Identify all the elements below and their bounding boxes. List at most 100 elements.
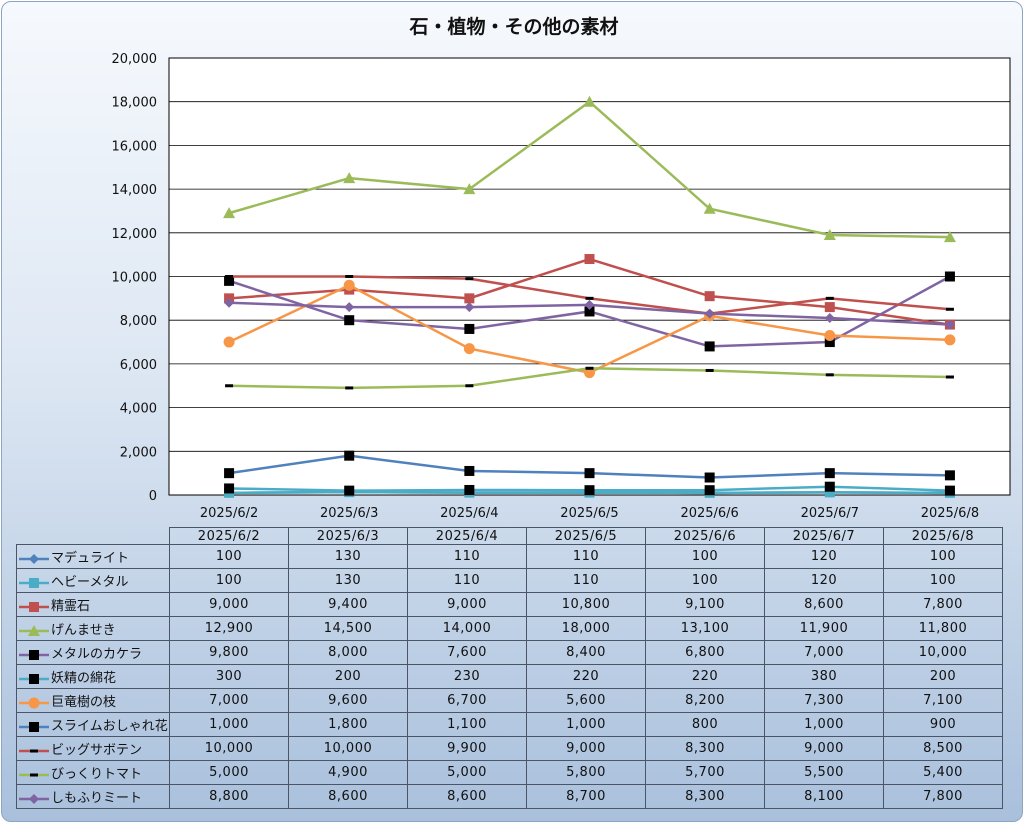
table-row: びっくりトマト 5,000 4,900 5,000 5,800 5,700 5,500 5,4…: [16, 760, 1003, 785]
table-cell: 900: [883, 712, 1003, 737]
table-cell: 8,300: [645, 784, 765, 809]
data-point: [224, 468, 235, 479]
series-6: [224, 481, 955, 496]
x-tick-label: 2025/6/3: [320, 506, 378, 521]
table-row: スライムおしゃれ花 1,000 1,800 1,100 1,000 800 1,000 900: [16, 712, 1003, 737]
table-cell: 18,000: [526, 616, 646, 641]
data-point: [464, 465, 475, 476]
data-point: [943, 231, 956, 243]
y-tick-label: 16,000: [112, 139, 158, 154]
series-legend-cell: スライムおしゃれ花: [16, 712, 170, 737]
data-point: [345, 275, 354, 278]
table-cell: 8,300: [645, 736, 765, 761]
legend-key: [19, 773, 49, 776]
series-name: ヘビーメタル: [51, 575, 129, 590]
table-column-header: 2025/6/5: [526, 527, 646, 545]
legend-marker: [29, 673, 39, 684]
table-cell: 110: [526, 544, 646, 569]
legend-marker: [30, 773, 38, 776]
data-point: [825, 373, 834, 377]
table-row: げんませき 12,900 14,500 14,000 18,000 13,100 11,90…: [16, 616, 1003, 641]
series-8: [224, 450, 955, 483]
table-cell: 110: [407, 544, 527, 569]
table-cell: 6,700: [407, 688, 527, 713]
table-cell: 8,000: [288, 640, 408, 665]
table-cell: 7,000: [764, 640, 884, 665]
table-cell: 800: [645, 712, 765, 737]
data-point: [705, 368, 714, 372]
legend-marker: [29, 553, 39, 564]
table-cell: 220: [645, 664, 765, 689]
series-legend-cell: マデュライト: [16, 544, 170, 569]
table-cell: 5,500: [764, 760, 884, 785]
series-5: [224, 271, 955, 352]
data-point: [344, 450, 355, 461]
series-name: びっくりトマト: [51, 767, 143, 782]
table-cell: 1,000: [764, 712, 884, 737]
table-row: ビッグサボテン 10,000 10,000 9,900 9,000 8,300 9,000 8…: [16, 736, 1003, 761]
data-point: [704, 291, 715, 302]
table-cell: 7,600: [407, 640, 527, 665]
table-column-header: 2025/6/3: [288, 527, 408, 545]
data-point: [344, 302, 355, 313]
y-tick-label: 12,000: [112, 227, 158, 242]
table-cell: 14,500: [288, 616, 408, 641]
data-point: [823, 228, 836, 240]
legend-marker: [29, 577, 39, 588]
table-cell: 110: [407, 568, 527, 593]
table-cell: 13,100: [645, 616, 765, 641]
series-name: 巨竜樹の枝: [51, 695, 117, 710]
x-tick-label: 2025/6/7: [801, 506, 859, 521]
chart-title: 石・植物・その他の素材: [409, 16, 619, 38]
data-point: [223, 336, 235, 348]
line-chart: 0 2,000 4,000 6,000 8,000 10,000 12,000 14,000 1…: [112, 52, 1011, 521]
table-cell: 1,100: [407, 712, 527, 737]
table-cell: 10,000: [169, 736, 289, 761]
table-column-header: 2025/6/8: [883, 527, 1003, 545]
data-point: [464, 484, 475, 495]
table-header-row: 2025/6/2 2025/6/3 2025/6/4 2025/6/5 2025/6/6…: [16, 527, 1003, 545]
series-legend-cell: しもふりミート: [16, 784, 170, 809]
table-row: 妖精の綿花 300 200 230 220 220 380 200: [16, 664, 1003, 689]
table-cell: 8,800: [169, 784, 289, 809]
data-point: [584, 254, 595, 265]
data-point: [464, 302, 475, 313]
table-cell: 8,100: [764, 784, 884, 809]
table-cell: 9,000: [764, 736, 884, 761]
series-name: しもふりミート: [51, 791, 143, 806]
table-cell: 5,700: [645, 760, 765, 785]
table-cell: 9,800: [169, 640, 289, 665]
data-point: [224, 483, 235, 494]
table-row: 精霊石 9,000 9,400 9,000 10,800 9,100 8,600 7,800: [16, 592, 1003, 617]
data-point: [224, 275, 235, 286]
legend-marker: [29, 649, 39, 660]
data-point: [343, 172, 356, 184]
table-cell: 100: [645, 568, 765, 593]
table-cell: 9,600: [288, 688, 408, 713]
legend-key: [19, 624, 49, 636]
table-cell: 8,700: [526, 784, 646, 809]
table-cell: 5,000: [169, 760, 289, 785]
series-legend-cell: びっくりトマト: [16, 760, 170, 785]
series-name: 妖精の綿花: [51, 671, 117, 686]
series-7: [223, 279, 956, 379]
y-tick-label: 6,000: [120, 358, 157, 373]
y-tick-label: 20,000: [112, 52, 158, 67]
table-cell: 8,200: [645, 688, 765, 713]
table-cell: 130: [288, 544, 408, 569]
x-tick-label: 2025/6/8: [921, 506, 979, 521]
table-cell: 5,000: [407, 760, 527, 785]
data-point: [225, 384, 234, 388]
data-point: [944, 485, 955, 496]
table-cell: 7,300: [764, 688, 884, 713]
data-point: [225, 275, 234, 278]
table-row: 巨竜樹の枝 7,000 9,600 6,700 5,600 8,200 7,300 7,100: [16, 688, 1003, 713]
data-point: [464, 293, 475, 304]
legend-marker: [29, 793, 39, 804]
x-tick-label: 2025/6/4: [440, 506, 498, 521]
data-point: [825, 296, 834, 300]
table-cell: 7,800: [883, 592, 1003, 617]
y-tick-label: 8,000: [120, 314, 157, 329]
series-10: [225, 366, 954, 390]
data-point: [584, 485, 595, 496]
